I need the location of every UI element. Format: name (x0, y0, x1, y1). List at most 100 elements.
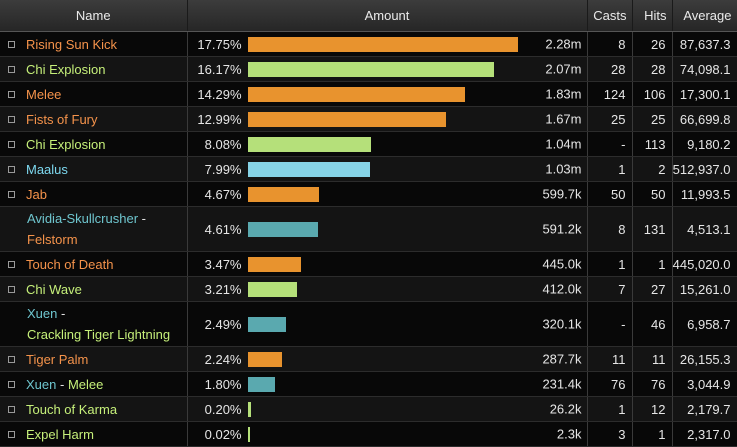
bar-track (247, 281, 528, 297)
expand-icon[interactable] (8, 90, 15, 98)
casts-value: - (587, 301, 633, 347)
expand-icon[interactable] (8, 355, 15, 363)
column-header-casts[interactable]: Casts (587, 0, 633, 32)
table-row[interactable]: Melee 14.29% 1.83m 124 106 17,300.1 (0, 81, 737, 107)
expand-icon[interactable] (8, 405, 15, 413)
expand-icon[interactable] (8, 140, 15, 148)
name-cell: Chi Wave (0, 276, 188, 302)
hits-value: 11 (632, 346, 673, 372)
column-header-name[interactable]: Name (0, 0, 188, 32)
amount-cell: 16.17% 2.07m (187, 56, 588, 82)
table-row[interactable]: Xuen - Crackling Tiger Lightning 2.49% 320.… (0, 301, 737, 347)
bar-track (247, 136, 528, 152)
average-value: 2,317.0 (672, 421, 737, 447)
table-row[interactable]: Chi Wave 3.21% 412.0k 7 27 15,261.0 (0, 276, 737, 302)
name-part: Xuen (26, 376, 57, 392)
expand-icon[interactable] (8, 115, 15, 123)
name-part: Chi Explosion (26, 136, 106, 152)
table-row[interactable]: Fists of Fury 12.99% 1.67m 25 25 66,699.8 (0, 106, 737, 132)
name-cell: Maalus (0, 156, 188, 182)
name-part: Expel Harm (26, 426, 94, 442)
expand-icon[interactable] (8, 165, 15, 173)
name-part: - (138, 211, 146, 226)
ability-name: Melee (26, 84, 61, 105)
name-part: Xuen (27, 306, 58, 321)
amount-value: 1.67m (545, 111, 582, 127)
expand-icon[interactable] (8, 285, 15, 293)
average-value: 66,699.8 (672, 106, 737, 132)
ability-name: Xuen - Crackling Tiger Lightning (8, 303, 186, 345)
expand-icon[interactable] (8, 40, 15, 48)
ability-name: Xuen - Melee (26, 374, 103, 395)
name-content: Jab (8, 184, 186, 205)
damage-bar (247, 186, 319, 202)
table-row[interactable]: Chi Explosion 8.08% 1.04m -113 9,180.2 (0, 131, 737, 157)
casts-value: 28 (587, 56, 633, 82)
table-row[interactable]: Touch of Death 3.47% 445.0k 1 1 445,020.0 (0, 251, 737, 277)
ability-name: Touch of Karma (26, 399, 117, 420)
amount-content: 0.20% 26.2k (188, 401, 587, 417)
name-part: - (57, 306, 66, 321)
table-body: Rising Sun Kick 17.75% 2.28m 8 26 87,637.3 Chi… (0, 31, 737, 447)
amount-cell: 2.49% 320.1k (187, 301, 588, 347)
percent-value: 2.24% (204, 351, 242, 367)
damage-bar (247, 136, 371, 152)
casts-value: 1 (587, 396, 633, 422)
table-row[interactable]: Rising Sun Kick 17.75% 2.28m 8 26 87,637.3 (0, 31, 737, 57)
amount-content: 3.47% 445.0k (188, 256, 587, 272)
name-part: Chi Explosion (26, 61, 106, 77)
amount-cell: 14.29% 1.83m (187, 81, 588, 107)
ability-name: Tiger Palm (26, 349, 88, 370)
table-row[interactable]: Touch of Karma 0.20% 26.2k 1 12 2,179.7 (0, 396, 737, 422)
expand-icon[interactable] (8, 430, 15, 438)
table-row[interactable]: Expel Harm 0.02% 2.3k 3 1 2,317.0 (0, 421, 737, 447)
ability-name: Rising Sun Kick (26, 34, 117, 55)
casts-value: - (587, 131, 633, 157)
amount-cell: 2.24% 287.7k (187, 346, 588, 372)
amount-cell: 4.67% 599.7k (187, 181, 588, 207)
expand-icon[interactable] (8, 260, 15, 268)
expand-icon[interactable] (8, 190, 15, 198)
amount-value: 287.7k (542, 351, 582, 367)
amount-cell: 0.02% 2.3k (187, 421, 588, 447)
table-row[interactable]: Maalus 7.99% 1.03m 1 2 512,937.0 (0, 156, 737, 182)
column-header-hits[interactable]: Hits (632, 0, 673, 32)
damage-bar (247, 86, 465, 102)
name-part: Maalus (26, 161, 68, 177)
bar-track (247, 426, 528, 442)
damage-bar (247, 426, 250, 442)
damage-bar (247, 316, 286, 332)
column-header-amount[interactable]: Amount (187, 0, 588, 32)
column-header-average[interactable]: Average (672, 0, 737, 32)
hits-value: 50 (632, 181, 673, 207)
name-part: Chi Wave (26, 281, 82, 297)
amount-value: 1.04m (545, 136, 582, 152)
table-row[interactable]: Jab 4.67% 599.7k 50 50 11,993.5 (0, 181, 737, 207)
expand-icon[interactable] (8, 380, 15, 388)
amount-content: 14.29% 1.83m (188, 86, 587, 102)
table-row[interactable]: Tiger Palm 2.24% 287.7k 11 11 26,155.3 (0, 346, 737, 372)
name-part: Felstorm (27, 232, 78, 247)
damage-bar (247, 221, 318, 237)
damage-bar (247, 281, 297, 297)
name-part: Fists of Fury (26, 111, 98, 127)
name-content: Chi Wave (8, 279, 186, 300)
amount-content: 2.24% 287.7k (188, 351, 587, 367)
amount-content: 2.49% 320.1k (188, 316, 587, 332)
hits-value: 25 (632, 106, 673, 132)
bar-track (247, 86, 528, 102)
table-row[interactable]: Chi Explosion 16.17% 2.07m 28 28 74,098.1 (0, 56, 737, 82)
amount-content: 0.02% 2.3k (188, 426, 587, 442)
expand-icon[interactable] (8, 65, 15, 73)
amount-content: 3.21% 412.0k (188, 281, 587, 297)
percent-value: 8.08% (204, 136, 242, 152)
casts-value: 8 (587, 31, 633, 57)
bar-track (247, 111, 528, 127)
percent-value: 12.99% (197, 111, 242, 127)
name-cell: Chi Explosion (0, 56, 188, 82)
table-row[interactable]: Avidia-Skullcrusher - Felstorm 4.61% 591.2… (0, 206, 737, 252)
average-value: 9,180.2 (672, 131, 737, 157)
amount-cell: 0.20% 26.2k (187, 396, 588, 422)
table-row[interactable]: Xuen - Melee 1.80% 231.4k 76 76 3,044.9 (0, 371, 737, 397)
